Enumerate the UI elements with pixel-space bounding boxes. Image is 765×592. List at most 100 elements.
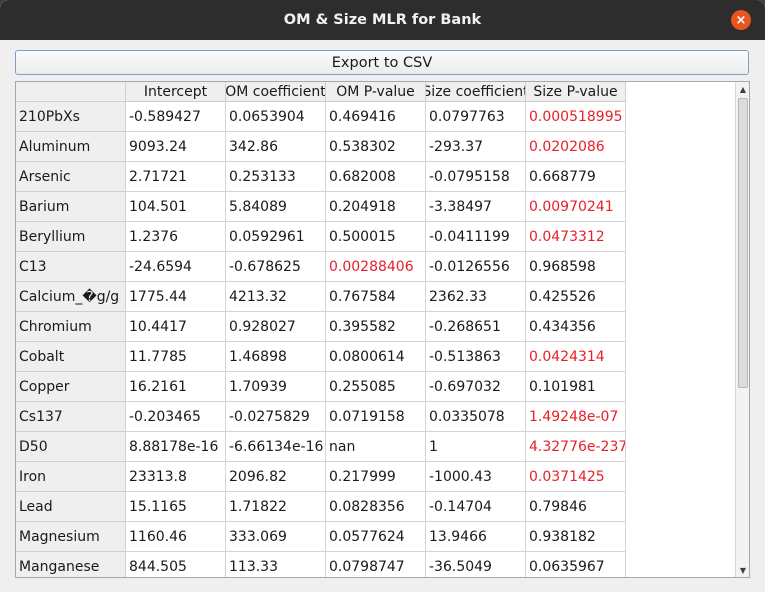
table-cell[interactable]: 1.49248e-07 [526,402,626,432]
table-cell[interactable]: 0.00288406 [326,252,426,282]
row-header[interactable]: Cobalt [16,342,126,372]
close-icon[interactable]: × [731,10,751,30]
column-header[interactable]: OM P-value [326,82,426,102]
table-cell[interactable]: 0.253133 [226,162,326,192]
row-header[interactable]: Copper [16,372,126,402]
row-header[interactable]: Magnesium [16,522,126,552]
table-cell[interactable]: 342.86 [226,132,326,162]
scroll-thumb[interactable] [738,98,748,388]
table-cell[interactable]: 1.70939 [226,372,326,402]
column-header[interactable]: Size P-value [526,82,626,102]
table-cell[interactable]: 0.668779 [526,162,626,192]
table-cell[interactable]: 0.0473312 [526,222,626,252]
table-cell[interactable]: -1000.43 [426,462,526,492]
table-cell[interactable]: 0.938182 [526,522,626,552]
row-header[interactable]: D50 [16,432,126,462]
table-cell[interactable]: -3.38497 [426,192,526,222]
table-cell[interactable]: 0.425526 [526,282,626,312]
scroll-up-arrow-icon[interactable]: ▲ [739,84,747,94]
row-header[interactable]: Aluminum [16,132,126,162]
table-cell[interactable]: 0.0371425 [526,462,626,492]
table-cell[interactable]: 0.395582 [326,312,426,342]
export-csv-button[interactable]: Export to CSV [15,50,749,75]
table-cell[interactable]: 23313.8 [126,462,226,492]
table-cell[interactable]: 0.0335078 [426,402,526,432]
table-cell[interactable]: -0.697032 [426,372,526,402]
table-corner[interactable] [16,82,126,102]
table-cell[interactable]: 0.0797763 [426,102,526,132]
table-cell[interactable]: 2362.33 [426,282,526,312]
table-cell[interactable]: 8.88178e-16 [126,432,226,462]
table-cell[interactable]: 0.469416 [326,102,426,132]
column-header[interactable]: Size coefficient [426,82,526,102]
table-cell[interactable]: 10.4417 [126,312,226,342]
table-cell[interactable]: 1 [426,432,526,462]
table-cell[interactable]: -0.14704 [426,492,526,522]
table-cell[interactable]: -0.678625 [226,252,326,282]
row-header[interactable]: Manganese [16,552,126,577]
table-cell[interactable]: 0.928027 [226,312,326,342]
table-cell[interactable]: 13.9466 [426,522,526,552]
table-cell[interactable]: 0.101981 [526,372,626,402]
table-cell[interactable]: 0.0592961 [226,222,326,252]
table-cell[interactable]: 104.501 [126,192,226,222]
table-cell[interactable]: 2096.82 [226,462,326,492]
table-cell[interactable]: 0.204918 [326,192,426,222]
table-cell[interactable]: 0.000518995 [526,102,626,132]
table-cell[interactable]: -0.0795158 [426,162,526,192]
table-cell[interactable]: 0.79846 [526,492,626,522]
table-cell[interactable]: 0.00970241 [526,192,626,222]
row-header[interactable]: Beryllium [16,222,126,252]
row-header[interactable]: Lead [16,492,126,522]
table-cell[interactable]: 0.538302 [326,132,426,162]
table-cell[interactable]: 0.217999 [326,462,426,492]
table-cell[interactable]: 1.46898 [226,342,326,372]
table-cell[interactable]: 0.0798747 [326,552,426,577]
table-cell[interactable]: 0.0424314 [526,342,626,372]
table-cell[interactable]: 5.84089 [226,192,326,222]
table-cell[interactable]: 0.434356 [526,312,626,342]
table-cell[interactable]: 4.32776e-237 [526,432,626,462]
table-cell[interactable]: 1775.44 [126,282,226,312]
table-cell[interactable]: 1.2376 [126,222,226,252]
table-cell[interactable]: 0.0800614 [326,342,426,372]
table-cell[interactable]: 333.069 [226,522,326,552]
row-header[interactable]: Iron [16,462,126,492]
table-cell[interactable]: -0.589427 [126,102,226,132]
table-cell[interactable]: -0.268651 [426,312,526,342]
table-cell[interactable]: -0.0411199 [426,222,526,252]
table-cell[interactable]: 4213.32 [226,282,326,312]
table-cell[interactable]: 9093.24 [126,132,226,162]
table-cell[interactable]: -293.37 [426,132,526,162]
table-cell[interactable]: 0.0719158 [326,402,426,432]
table-cell[interactable]: 113.33 [226,552,326,577]
table-cell[interactable]: 0.0653904 [226,102,326,132]
table-cell[interactable]: 0.0202086 [526,132,626,162]
table-cell[interactable]: 1160.46 [126,522,226,552]
row-header[interactable]: C13 [16,252,126,282]
table-cell[interactable]: -0.0275829 [226,402,326,432]
table-cell[interactable]: -36.5049 [426,552,526,577]
results-table[interactable]: Intercept OM coefficient OM P-value Size co… [15,81,750,578]
vertical-scrollbar[interactable]: ▲ ▼ [735,82,749,577]
table-cell[interactable]: 0.968598 [526,252,626,282]
column-header[interactable]: OM coefficient [226,82,326,102]
table-cell[interactable]: -24.6594 [126,252,226,282]
table-cell[interactable]: -0.203465 [126,402,226,432]
table-cell[interactable]: 844.505 [126,552,226,577]
table-cell[interactable]: 16.2161 [126,372,226,402]
table-cell[interactable]: 1.71822 [226,492,326,522]
column-header[interactable]: Intercept [126,82,226,102]
table-cell[interactable]: -0.0126556 [426,252,526,282]
row-header[interactable]: Barium [16,192,126,222]
table-cell[interactable]: 15.1165 [126,492,226,522]
table-cell[interactable]: 0.682008 [326,162,426,192]
row-header[interactable]: 210PbXs [16,102,126,132]
row-header[interactable]: Arsenic [16,162,126,192]
row-header[interactable]: Calcium_�g/g [16,282,126,312]
table-cell[interactable]: nan [326,432,426,462]
table-cell[interactable]: 0.500015 [326,222,426,252]
table-cell[interactable]: 11.7785 [126,342,226,372]
table-cell[interactable]: 0.255085 [326,372,426,402]
row-header[interactable]: Chromium [16,312,126,342]
